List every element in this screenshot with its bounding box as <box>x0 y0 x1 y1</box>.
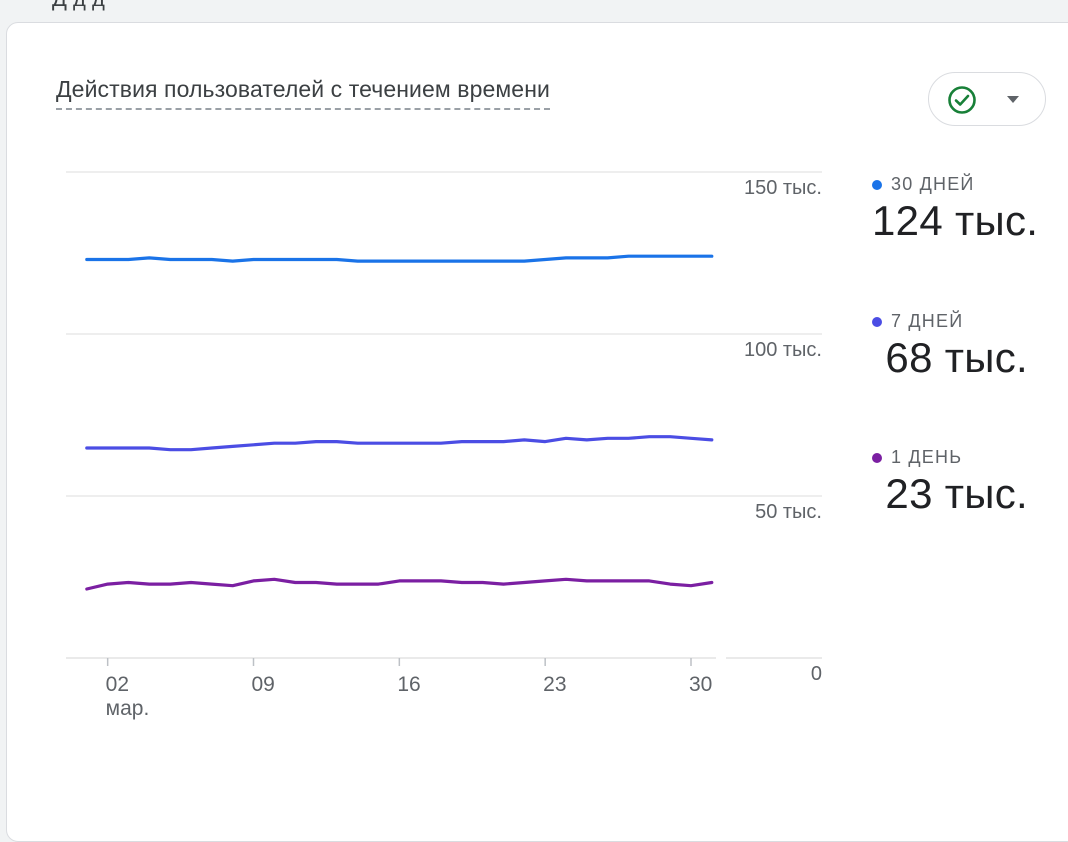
legend-label-30-days: 30 ДНЕЙ <box>872 174 1032 195</box>
x-tick-label: 23 <box>543 673 566 696</box>
x-tick-label: 09 <box>252 673 275 696</box>
y-tick-label: 0 <box>811 663 822 685</box>
legend-dot-1-day <box>872 453 882 463</box>
legend-label-1-day-text: 1 ДЕНЬ <box>891 447 962 468</box>
y-tick-label: 100 тыс. <box>744 339 822 361</box>
legend-label-30-days-text: 30 ДНЕЙ <box>891 174 975 195</box>
series-line-2 <box>87 579 712 589</box>
grid-layer <box>66 172 822 658</box>
legend-value-1-day: 23 тыс. <box>872 470 1028 518</box>
x-tick-label: 16 <box>397 673 420 696</box>
legend-label-7-days-text: 7 ДНЕЙ <box>891 311 963 332</box>
legend-label-1-day: 1 ДЕНЬ <box>872 447 1028 468</box>
legend-30-days: 30 ДНЕЙ 124 тыс. <box>872 174 1032 245</box>
legend-7-days: 7 ДНЕЙ 68 тыс. <box>872 311 1028 382</box>
series-layer <box>87 256 712 589</box>
x-tick-label: 02 <box>106 673 129 696</box>
y-tick-label: 150 тыс. <box>744 177 822 199</box>
x-tick-label: 30 <box>689 673 712 696</box>
series-line-1 <box>87 437 712 450</box>
legend-dot-7-days <box>872 317 882 327</box>
legend-dot-30-days <box>872 180 882 190</box>
y-tick-label: 50 тыс. <box>755 501 822 523</box>
legend-value-30-days: 124 тыс. <box>872 197 1032 245</box>
legend-value-7-days: 68 тыс. <box>872 334 1028 382</box>
series-line-0 <box>87 256 712 261</box>
legend-1-day: 1 ДЕНЬ 23 тыс. <box>872 447 1028 518</box>
x-tick-sublabel: мар. <box>106 697 150 720</box>
y-axis-ticks: 150 тыс. 100 тыс. 50 тыс. 0 <box>744 177 822 685</box>
legend-label-7-days: 7 ДНЕЙ <box>872 311 1028 332</box>
